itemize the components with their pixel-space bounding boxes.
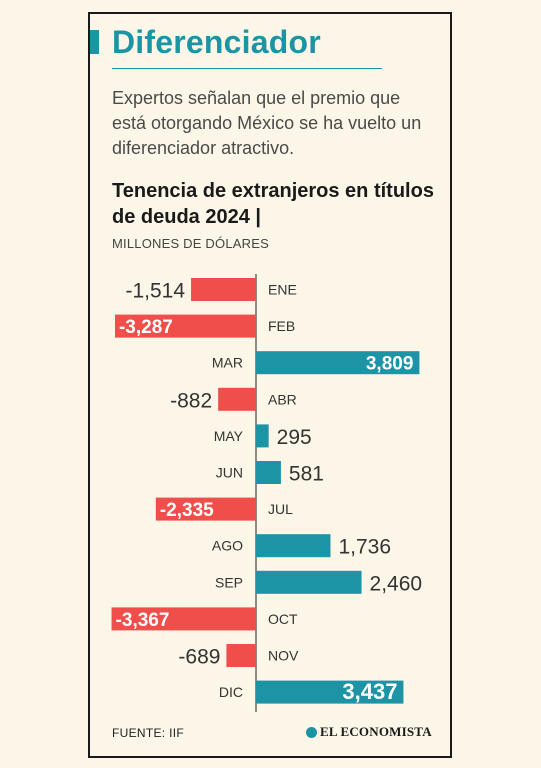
bar-jul (155, 497, 256, 521)
bar-sep (256, 570, 362, 594)
bar-mar (256, 351, 420, 375)
category-label: ABR (268, 391, 297, 407)
value-label: 3,809 (366, 354, 414, 375)
category-label: JUL (268, 501, 293, 517)
source-note: FUENTE: IIF (112, 726, 184, 740)
bar-feb (114, 314, 256, 338)
brand-mark-icon (306, 726, 317, 738)
value-label: 2,460 (370, 572, 423, 595)
value-label: -1,514 (126, 280, 186, 303)
category-label: DIC (219, 684, 243, 700)
bar-jun (256, 461, 281, 484)
category-label: ENE (268, 282, 297, 298)
bar-oct (111, 607, 257, 631)
category-label: OCT (268, 611, 298, 627)
bar-ago (256, 534, 331, 558)
brand-logo: EL ECONOMISTA (306, 724, 432, 740)
page-title: Diferenciador (112, 24, 321, 60)
bar-ene (191, 278, 256, 301)
category-label: JUN (216, 465, 243, 481)
chart-title: Tenencia de extranjeros en títulos de de… (112, 180, 434, 228)
value-label: -3,287 (119, 317, 173, 338)
value-label: -2,335 (160, 500, 214, 521)
category-label: FEB (268, 318, 295, 334)
bar-nov (226, 644, 256, 667)
value-label: 581 (289, 463, 324, 486)
value-label: -689 (178, 646, 220, 669)
value-label: 1,736 (338, 536, 391, 559)
category-label: MAR (212, 355, 243, 371)
title-rule (112, 68, 382, 69)
chart-subtitle: MILLONES DE DÓLARES (112, 236, 269, 251)
infographic-card (88, 12, 452, 758)
value-label: 3,437 (342, 679, 397, 704)
bar-dic (256, 680, 404, 704)
category-label: AGO (212, 538, 243, 554)
bar-may (256, 424, 269, 448)
category-label: SEP (215, 574, 243, 590)
category-label: NOV (268, 648, 299, 664)
value-label: -882 (170, 389, 212, 412)
value-label: 295 (277, 426, 312, 449)
value-label: -3,367 (116, 610, 170, 631)
category-label: MAY (214, 428, 244, 444)
brand-name: EL ECONOMISTA (320, 724, 432, 739)
bar-abr (218, 387, 256, 411)
description-text: Expertos señalan que el premio que está … (112, 88, 422, 158)
title-accent-bar (90, 30, 99, 54)
